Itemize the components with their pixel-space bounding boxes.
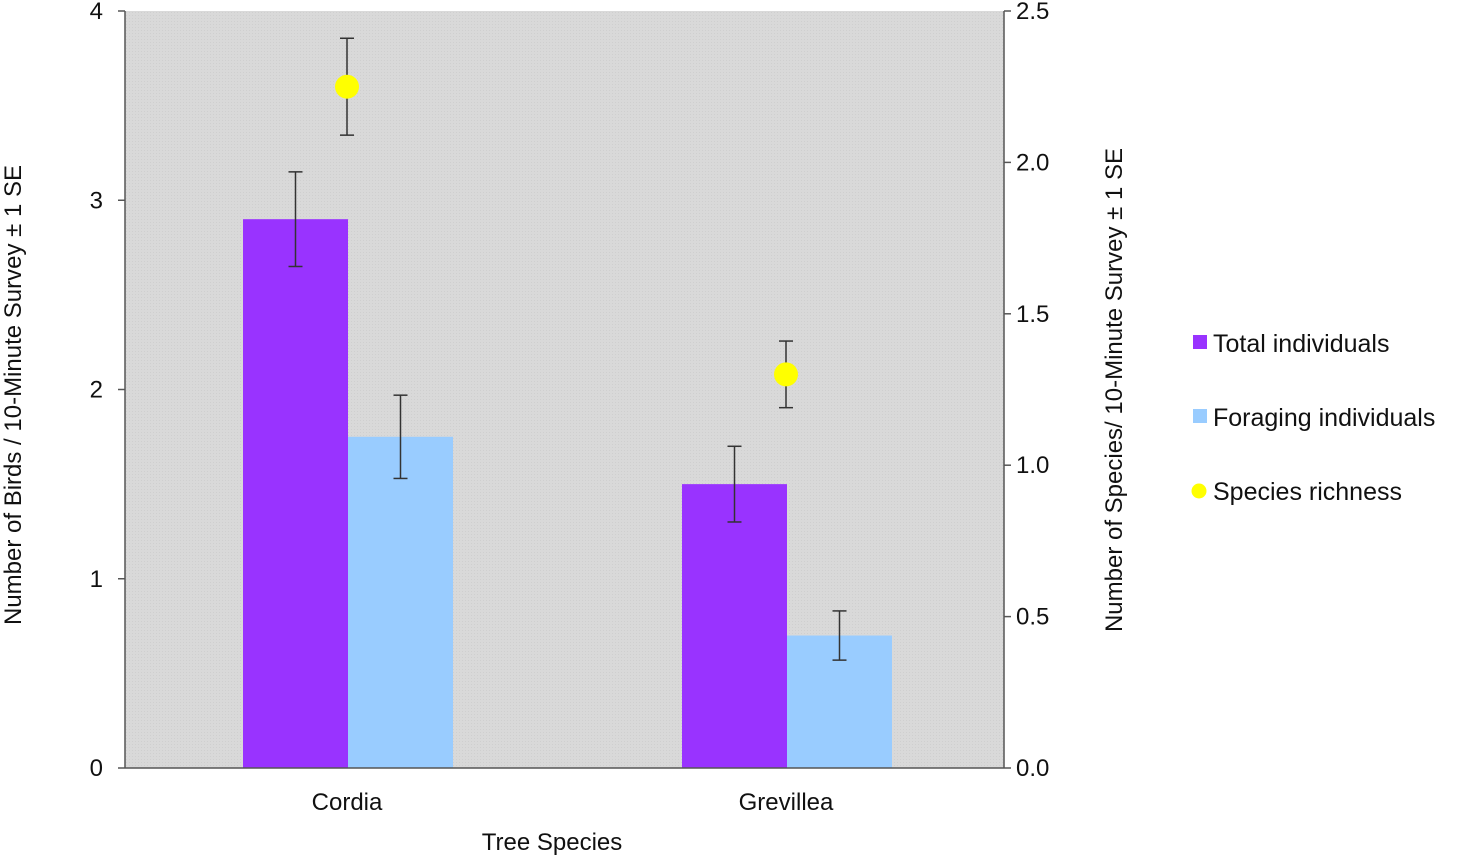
y-axis-title: Number of Birds / 10-Minute Survey ± 1 S… — [0, 165, 27, 625]
right-tick-label: 1.5 — [1016, 301, 1049, 328]
legend-label: Foraging individuals — [1213, 404, 1435, 432]
right-tick-label: 0.5 — [1016, 604, 1049, 631]
left-tick-label: 3 — [90, 187, 103, 214]
legend-swatch-species-richness — [1191, 483, 1207, 499]
x-tick-label: Grevillea — [739, 789, 834, 816]
x-tick-label: Cordia — [312, 789, 383, 816]
right-tick-label: 2.5 — [1016, 0, 1049, 25]
points-group — [335, 37, 798, 409]
left-tick-label: 4 — [90, 0, 103, 25]
right-tick-label: 0.0 — [1016, 755, 1049, 782]
bars-group — [243, 171, 892, 769]
bar-foraging-individuals — [348, 436, 453, 768]
left-axis-ticks: 0 1 2 3 4 — [90, 0, 125, 782]
legend-label: Total individuals — [1213, 330, 1390, 358]
legend-label: Species richness — [1213, 478, 1402, 506]
y2-axis-title: Number of Species/ 10-Minute Survey ± 1 … — [1101, 148, 1128, 632]
point-species-richness — [335, 74, 359, 99]
left-tick-label: 1 — [90, 566, 103, 593]
legend-swatch-total-individuals — [1193, 335, 1207, 349]
point-species-richness — [774, 362, 798, 387]
right-tick-label: 1.0 — [1016, 452, 1049, 479]
right-tick-label: 2.0 — [1016, 149, 1049, 176]
bar-total-individuals — [682, 484, 787, 768]
x-axis-ticks: Cordia Grevillea — [312, 789, 834, 816]
x-axis-title: Tree Species — [482, 829, 623, 856]
legend-swatch-foraging-individuals — [1193, 409, 1207, 423]
left-tick-label: 2 — [90, 377, 103, 404]
right-axis-ticks: 0.0 0.5 1.0 1.5 2.0 2.5 — [1004, 0, 1049, 782]
bar-total-individuals — [243, 219, 348, 769]
legend: Total individuals Foraging individuals Spe… — [1191, 330, 1435, 506]
left-tick-label: 0 — [90, 755, 103, 782]
